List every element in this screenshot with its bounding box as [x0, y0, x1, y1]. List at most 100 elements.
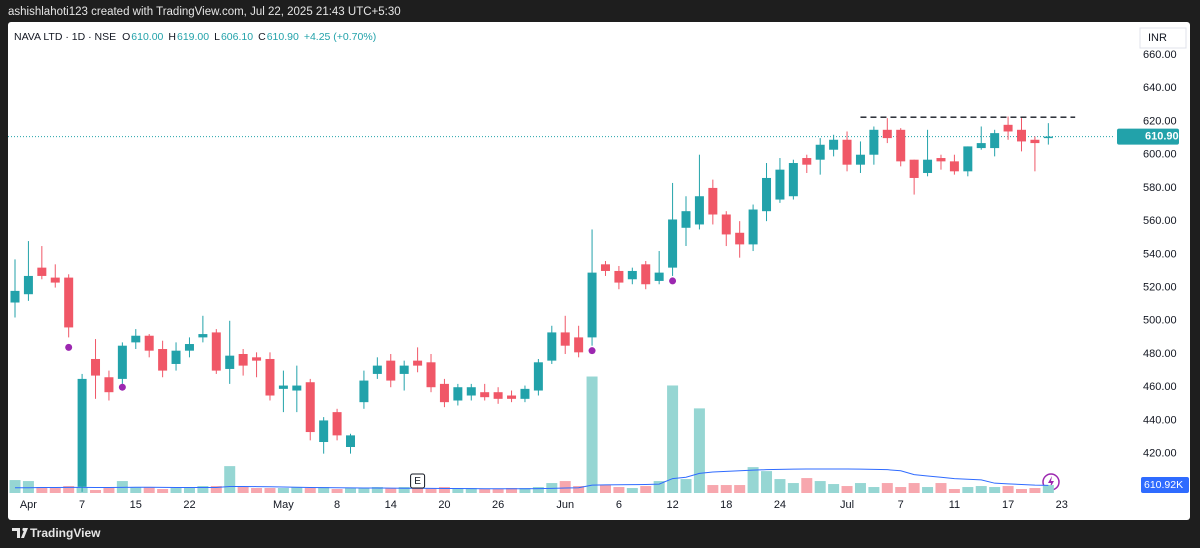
- y-tick-label: 440.00: [1143, 414, 1177, 426]
- symbol: NAVA LTD · 1D · NSE: [14, 31, 116, 43]
- last-price-label: 610.90: [1145, 131, 1179, 143]
- signal-dot: [118, 383, 126, 391]
- volume-bar: [264, 488, 276, 493]
- candle-body: [882, 129, 892, 139]
- candle-body: [117, 345, 127, 379]
- brand: TradingView: [30, 526, 101, 540]
- candle-body: [252, 357, 262, 361]
- candle-body: [238, 353, 248, 366]
- x-tick-label: 24: [774, 499, 786, 511]
- volume-bar: [948, 489, 960, 493]
- candle-body: [802, 158, 812, 165]
- candle-body: [131, 335, 141, 343]
- candle-body: [923, 159, 933, 173]
- candle-body: [198, 334, 208, 338]
- candle-body: [587, 272, 597, 338]
- candle-body: [10, 290, 20, 303]
- candle-body: [775, 169, 785, 200]
- candle-body: [949, 161, 959, 172]
- volume-bar: [492, 489, 504, 493]
- candle-body: [762, 177, 772, 212]
- volume-bar: [412, 486, 424, 493]
- candle-body: [225, 355, 235, 369]
- candle-body: [278, 385, 288, 389]
- candle-body: [600, 264, 610, 271]
- candle-body: [1043, 136, 1053, 139]
- volume-bar: [277, 488, 289, 493]
- x-tick-label: 17: [1002, 499, 1014, 511]
- candle-body: [735, 232, 745, 245]
- candle-body: [319, 420, 329, 443]
- candle-body: [1030, 139, 1040, 144]
- candle-body: [158, 349, 168, 371]
- volume-bar: [1029, 488, 1041, 493]
- candle-body: [507, 395, 517, 399]
- x-tick-label: 7: [898, 499, 904, 511]
- volume-bar: [90, 490, 102, 493]
- volume-bar: [774, 479, 786, 493]
- candle-body: [990, 133, 1000, 149]
- volume-bar: [761, 471, 773, 493]
- volume-bar: [22, 481, 34, 493]
- volume-bar: [680, 479, 692, 493]
- x-tick-label: Jul: [840, 499, 854, 511]
- candle-body: [1017, 129, 1026, 142]
- volume-bar: [438, 487, 450, 493]
- candle-body: [936, 158, 946, 162]
- volume-bar: [586, 376, 598, 493]
- candle-body: [359, 380, 369, 403]
- volume-bar: [237, 487, 249, 493]
- candle-body: [614, 270, 624, 283]
- candle-body: [332, 412, 342, 436]
- volume-bar: [36, 487, 48, 493]
- volume-bar: [828, 484, 840, 493]
- volume-bar: [922, 487, 934, 493]
- volume-bar: [304, 488, 316, 493]
- x-tick-label: 26: [492, 499, 504, 511]
- candle-body: [815, 144, 825, 160]
- candle-body: [668, 219, 678, 268]
- candle-body: [520, 388, 530, 399]
- volume-bar: [908, 483, 920, 493]
- candle-body: [721, 214, 731, 235]
- volume-bar: [318, 487, 330, 493]
- currency: INR: [1148, 32, 1167, 44]
- legend-key: L: [214, 31, 220, 43]
- candle-body: [439, 383, 449, 403]
- volume-bar: [613, 487, 625, 493]
- volume-bar: [989, 487, 1001, 493]
- candle-body: [372, 365, 382, 374]
- volume-bar: [653, 481, 665, 493]
- volume-bar: [479, 489, 491, 493]
- candle-body: [426, 362, 436, 388]
- volume-bar: [385, 488, 397, 493]
- candle-body: [855, 154, 865, 165]
- candle-body: [171, 350, 181, 364]
- volume-bar: [935, 483, 947, 493]
- volume-bar: [103, 487, 115, 493]
- volume-bar: [183, 487, 195, 493]
- y-tick-label: 580.00: [1143, 182, 1177, 194]
- volume-bar: [506, 488, 518, 493]
- candle-body: [829, 139, 839, 150]
- volume-bar: [425, 488, 437, 493]
- x-tick-label: Apr: [20, 499, 37, 511]
- candle-body: [211, 332, 221, 371]
- candle-body: [453, 387, 463, 401]
- volume-box: [1141, 476, 1189, 493]
- volume-bar: [801, 478, 813, 493]
- candle-body: [23, 275, 33, 295]
- brand-logo: [12, 527, 28, 538]
- volume-bar: [49, 488, 61, 493]
- candle-body: [104, 377, 114, 393]
- volume-bar: [895, 487, 907, 493]
- volume-ma: [15, 468, 1049, 490]
- volume-bar: [465, 488, 477, 493]
- candle-body: [869, 129, 879, 155]
- volume-label: 610.92K: [1144, 479, 1183, 491]
- volume-bar: [130, 487, 142, 493]
- volume-bar: [599, 485, 611, 493]
- candle-body: [144, 335, 154, 351]
- candle-body: [574, 337, 584, 353]
